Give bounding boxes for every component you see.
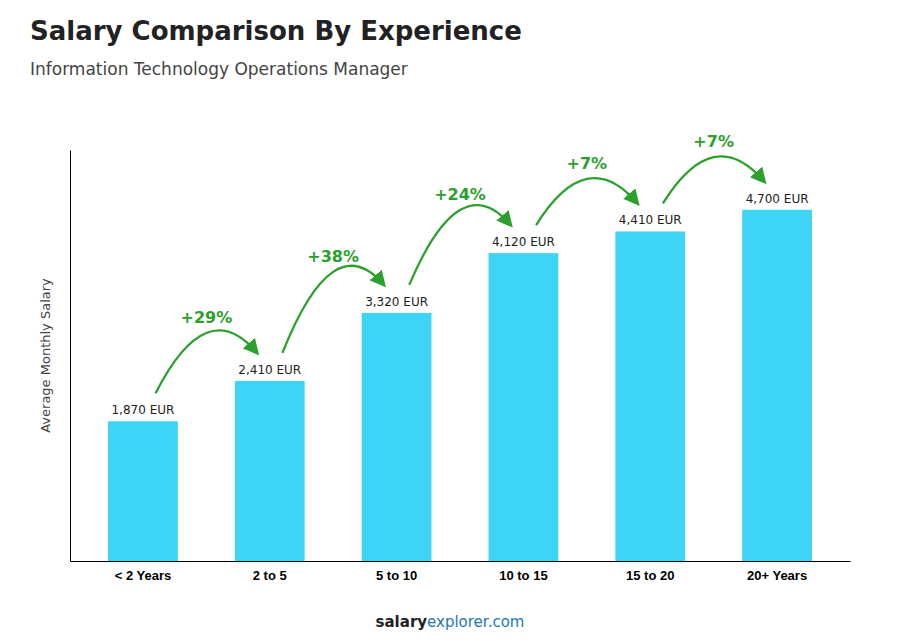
- bar: [489, 253, 559, 561]
- pct-arrow: [409, 205, 510, 285]
- data-labels: 1,870 EUR 2,410 EUR 3,320 EUR 4,120 EUR 4,41…: [111, 192, 808, 417]
- x-tick: 20+ Years: [747, 568, 807, 583]
- bars: [108, 210, 812, 561]
- footer: salaryexplorer.com: [376, 613, 525, 631]
- x-tick-label: 15 to 20: [626, 568, 674, 583]
- data-label: 2,410 EUR: [238, 363, 301, 377]
- x-axis: < 2 Years 2 to 5 5 to 10 10 to 15 15 to 20 20…: [71, 562, 851, 584]
- x-tick-label: 20+ Years: [747, 568, 807, 583]
- bar: [108, 421, 178, 561]
- bar: [362, 313, 432, 561]
- pct-arrow: [663, 156, 764, 203]
- pct-arrow: [156, 330, 257, 393]
- x-tick-label: 10 to 15: [499, 568, 547, 583]
- chart-root: Salary Comparison By Experience Informati…: [0, 0, 900, 641]
- bar: [235, 381, 305, 561]
- pct-arrow: [282, 266, 383, 353]
- data-label: 4,700 EUR: [746, 192, 809, 206]
- pct-change: +29%: [180, 308, 232, 327]
- title: Salary Comparison By Experience: [30, 16, 522, 46]
- footer-part: explorer.com: [427, 613, 524, 631]
- annotations: +29% +38% +24% +7% +7%: [156, 132, 765, 393]
- x-tick: 10 to 15: [499, 568, 547, 583]
- x-tick: 5 to 10: [376, 568, 417, 583]
- data-label: 3,320 EUR: [365, 295, 428, 309]
- x-axis-line: [71, 561, 851, 562]
- footer-part: salary: [376, 613, 428, 631]
- pct-change: +24%: [434, 185, 486, 204]
- x-tick: 15 to 20: [626, 568, 674, 583]
- x-tick: 2 to 5: [253, 568, 287, 583]
- x-tick: < 2 Years: [115, 568, 172, 583]
- y-axis-title: Average Monthly Salary: [38, 278, 53, 433]
- x-tick-label: 2 to 5: [253, 568, 287, 583]
- y-axis-line: [70, 151, 71, 562]
- bar: [615, 231, 685, 561]
- data-label: 4,120 EUR: [492, 235, 555, 249]
- x-tick-label: 5 to 10: [376, 568, 417, 583]
- data-label: 1,870 EUR: [111, 403, 174, 417]
- x-tick-label: < 2 Years: [115, 568, 172, 583]
- bar: [742, 210, 812, 561]
- pct-change: +38%: [307, 247, 359, 266]
- plot: < 2 Years 2 to 5 5 to 10 10 to 15 15 to 20 20…: [71, 132, 851, 583]
- subtitle: Information Technology Operations Manage…: [30, 59, 408, 79]
- y-axis: [70, 151, 71, 562]
- pct-change: +7%: [567, 154, 608, 173]
- pct-change: +7%: [693, 132, 734, 151]
- pct-arrow: [536, 178, 637, 225]
- data-label: 4,410 EUR: [619, 213, 682, 227]
